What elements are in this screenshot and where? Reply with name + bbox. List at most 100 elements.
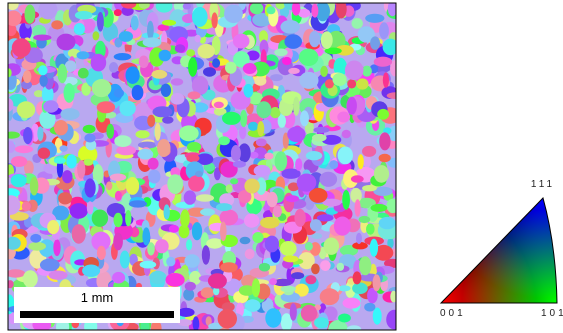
grain [83, 158, 94, 166]
grain [362, 145, 377, 157]
grain [390, 60, 396, 77]
grain [155, 3, 173, 13]
grain [96, 101, 116, 114]
grain [345, 280, 356, 299]
grain [282, 132, 289, 149]
grain [316, 214, 334, 222]
grain [350, 187, 362, 203]
grain [84, 133, 96, 143]
grain [274, 48, 288, 57]
grain [139, 260, 157, 269]
grain [365, 13, 385, 23]
grain [270, 74, 283, 82]
grain [167, 174, 184, 195]
grain [225, 184, 233, 193]
grain [113, 212, 123, 228]
grain [313, 126, 330, 133]
grain [232, 160, 246, 168]
grain [29, 176, 39, 196]
grain [23, 127, 33, 145]
grain [287, 126, 306, 143]
grain [62, 170, 73, 184]
grain [33, 34, 52, 41]
grain [200, 287, 215, 299]
grain [106, 123, 115, 139]
grain [347, 79, 357, 89]
grain [291, 272, 305, 280]
grain [8, 280, 14, 289]
grain [59, 145, 68, 152]
grain [343, 169, 359, 188]
grain [184, 281, 196, 291]
grain [21, 201, 31, 212]
grain [170, 93, 185, 105]
grain [354, 199, 361, 217]
grain [82, 124, 96, 134]
ipf-legend: 111 001 101 [439, 179, 563, 319]
grain [373, 56, 393, 67]
grain [324, 79, 334, 89]
grain [168, 225, 179, 233]
grain [213, 286, 220, 296]
grain [373, 186, 393, 196]
grain [56, 33, 76, 51]
grain [58, 192, 73, 205]
grain [214, 167, 221, 181]
grain [273, 278, 293, 287]
grain [154, 122, 161, 141]
grain [183, 288, 195, 301]
grain [373, 244, 394, 261]
grain [361, 65, 372, 77]
triangle-outline [439, 197, 558, 304]
grain [82, 264, 101, 277]
scale-bar: 1 mm [14, 287, 180, 323]
grain [238, 285, 255, 296]
grain-map [8, 3, 396, 330]
grain [217, 309, 237, 329]
grain [287, 182, 300, 192]
grain [372, 307, 382, 325]
grain [22, 270, 38, 288]
grain [341, 129, 351, 139]
grain [147, 242, 155, 256]
grain [39, 258, 60, 272]
grain [86, 201, 94, 215]
grain [119, 100, 136, 117]
grain [155, 239, 169, 254]
grain [213, 101, 224, 109]
grain [211, 12, 218, 29]
grain [206, 238, 224, 249]
grain [8, 68, 12, 78]
grain [73, 23, 85, 35]
grain [319, 171, 338, 187]
grain [342, 190, 350, 210]
grain [201, 245, 210, 265]
grain [195, 170, 203, 177]
grain [137, 148, 154, 160]
grain [346, 96, 357, 115]
grain [367, 287, 378, 304]
grain [246, 50, 260, 61]
grain [170, 167, 181, 177]
grain [377, 108, 389, 120]
grain [8, 236, 21, 250]
grain [165, 273, 185, 287]
grain [311, 233, 323, 239]
grain [251, 278, 261, 298]
grain [335, 3, 347, 19]
grain [114, 190, 122, 201]
grain [149, 270, 167, 284]
grain [362, 185, 377, 192]
grain [178, 224, 190, 239]
grain [118, 31, 133, 42]
grain [125, 66, 140, 84]
grain [298, 48, 319, 66]
grain [298, 252, 315, 270]
grain [8, 23, 17, 37]
grain [333, 57, 347, 77]
grain [91, 79, 112, 98]
grain [200, 208, 216, 216]
label-111: 111 [531, 179, 555, 190]
grain [366, 223, 375, 235]
